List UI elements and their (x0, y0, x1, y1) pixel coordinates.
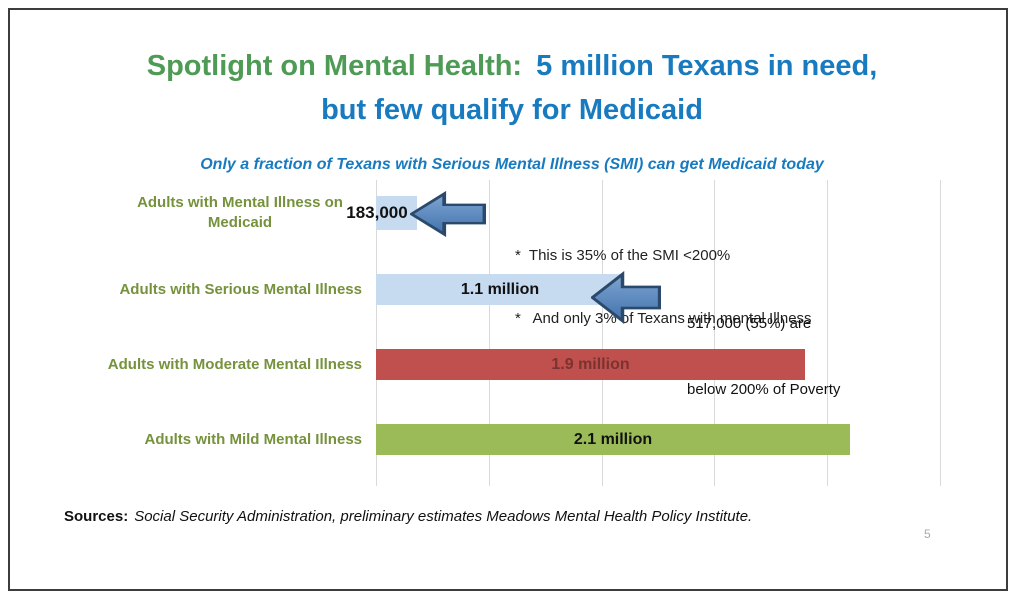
bar-value-label-mild: 2.1 million (573, 430, 653, 448)
sources-label: Sources: (64, 508, 129, 525)
annotation-line: below 200% of Poverty (687, 381, 841, 398)
annotation-line: 517,000 (55%) are (687, 315, 812, 332)
slide-title: Spotlight on Mental Health: 5 million Te… (0, 44, 1024, 132)
gridline (714, 180, 715, 486)
sources-note: Sources: Social Security Administration, … (64, 505, 794, 528)
bar-value-label-serious: 1.1 million (460, 280, 540, 298)
annotation-line: * And only 3% of Texans with mental Illn… (515, 310, 812, 327)
left-block-arrow-icon (591, 271, 661, 324)
category-label-moderate: Adults with Moderate Mental Illness (107, 356, 362, 373)
sources-text: Social Security Administration, prelimin… (134, 508, 753, 525)
gridline (376, 180, 377, 486)
gridline (940, 180, 941, 486)
bar-mild: 2.1 million (376, 424, 850, 455)
bar-moderate: 1.9 million (376, 349, 805, 380)
title-green-part: Spotlight on Mental Health: (146, 50, 523, 82)
bar-value-label-medicaid: 183,000 (346, 203, 408, 222)
bar-medicaid (376, 196, 417, 230)
chart-subtitle: Only a fraction of Texans with Serious M… (200, 156, 824, 173)
title-blue-line2: but few qualify for Medicaid (321, 94, 703, 126)
category-label-medicaid: Adults with Mental Illness on Medicaid (137, 194, 343, 231)
bar-value-label-moderate: 1.9 million (551, 355, 630, 373)
gridline (602, 180, 603, 486)
left-block-arrow-icon (410, 191, 486, 237)
gridline (827, 180, 828, 486)
gridline (489, 180, 490, 486)
page-number: 5 (924, 527, 931, 541)
category-label-mild: Adults with Mild Mental Illness (144, 431, 362, 448)
annotation-line: * This is 35% of the SMI <200% (515, 247, 731, 264)
annotation-medicaid-share: * This is 35% of the SMI <200% * And onl… (515, 203, 812, 371)
title-blue-line1: 5 million Texans in need, (536, 50, 878, 82)
category-label-serious: Adults with Serious Mental Illness (119, 281, 362, 298)
annotation-poverty: 517,000 (55%) are below 200% of Poverty (687, 269, 840, 445)
bar-serious: 1.1 million (376, 274, 624, 305)
